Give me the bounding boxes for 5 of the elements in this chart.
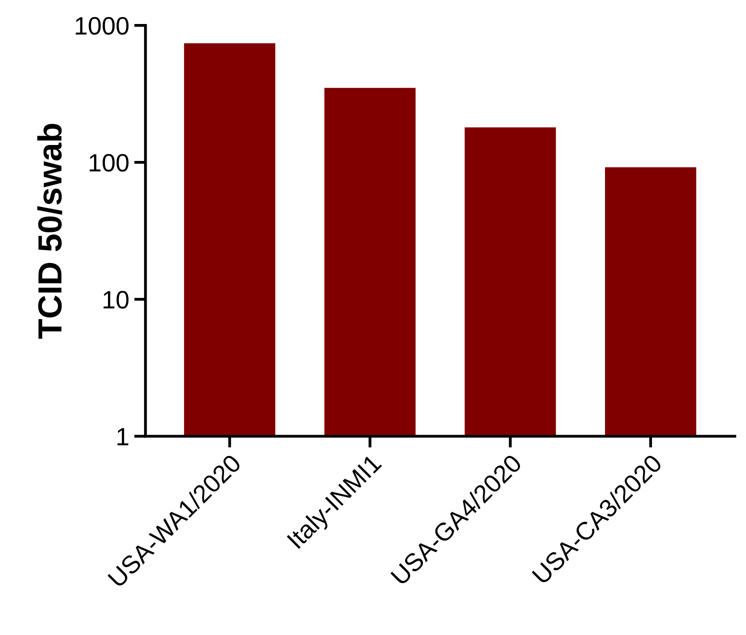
y-tick-label: 100	[90, 154, 129, 172]
y-axis-title: TCID 50/swab	[37, 124, 62, 339]
y-tick-label: 1000	[76, 17, 129, 35]
y-tick-label: 10	[104, 290, 129, 309]
y-tick-label: 1	[118, 428, 128, 446]
